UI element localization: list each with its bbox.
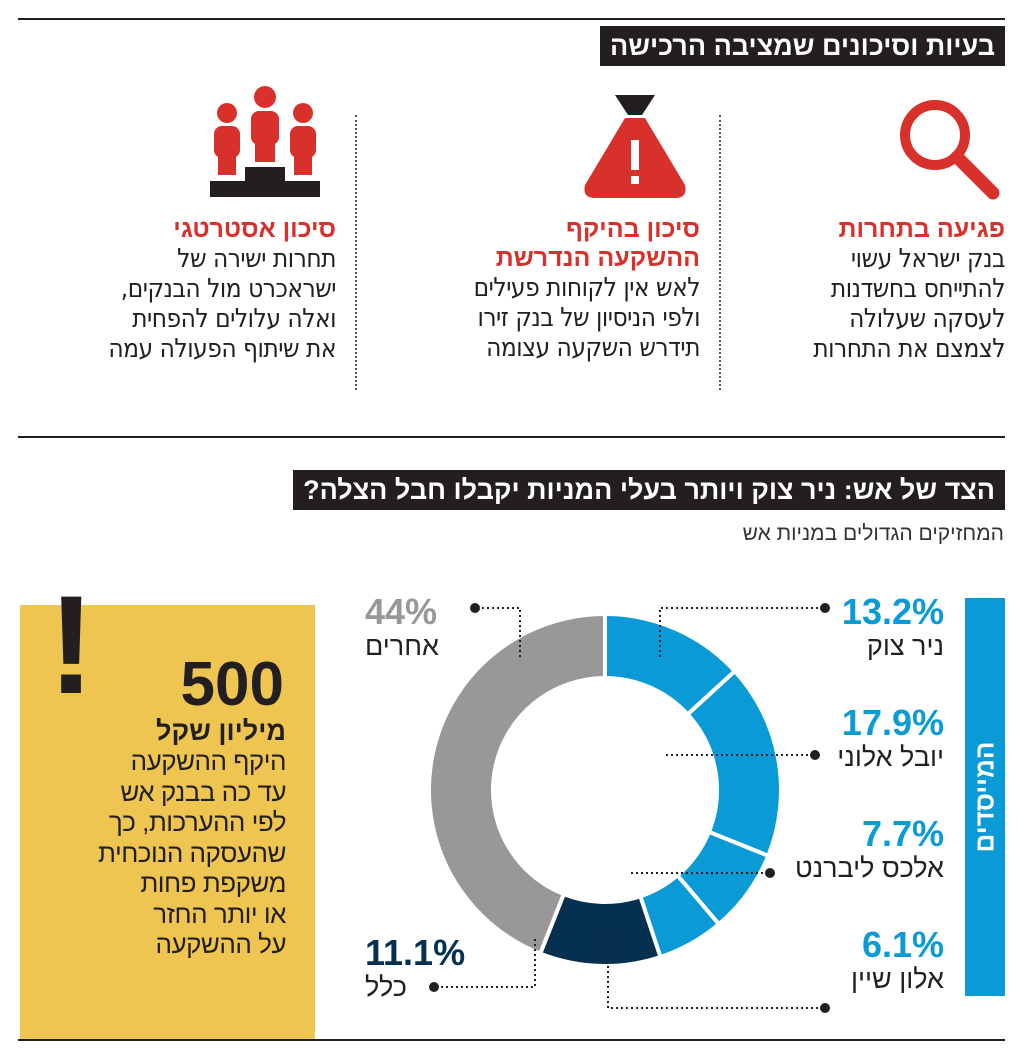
risk-investment: סיכון בהיקף ההשקעה הנדרשת לאש אין לקוחות… [360,215,701,363]
callout-box [20,605,315,1040]
slice-percent: 44% [365,591,438,632]
risk-strategic: סיכון אסטרטגי תחרות ישירה של ישראכרט מול… [16,215,336,364]
risk-title: ההשקעה הנדרשת [495,244,700,272]
slice-percent: 7.7% [861,813,944,854]
callout-number: 500 [180,650,284,719]
risk-body-line: להתייחס בחשדנות [830,274,1006,304]
slice-percent: 11.1% [365,932,466,973]
column-divider [719,115,721,390]
callout-line: משקפת פחות [140,868,286,898]
slice-label: 6.1% אלון שיין [851,927,944,995]
leader-dot [765,868,775,878]
leader-dot [429,982,439,992]
risk-body-line: לאש אין לקוחות פעילים [473,273,701,303]
slice-name: אלון שיין [851,964,944,994]
slice-percent: 17.9% [841,702,944,743]
leader-dot [470,603,480,613]
slice-name: אחרים [365,631,439,661]
magnifier-icon [900,100,1000,200]
risk-body-line: ישראכרט מול הבנקים, [120,274,337,304]
risk-body-line: לעסקה שעלולה [849,304,1005,334]
callout-line: לפי ההערכות, כך [108,807,287,837]
slice-name: כלל [365,972,407,1002]
callout-line: עד כה בבנק אש [120,776,286,807]
donut-slice [427,611,607,957]
slice-label: 13.2% ניר צוק [842,594,944,662]
section2-title: הצד של אש: ניר צוק ויותר בעלי המניות יקב… [293,470,1005,510]
section1-title: בעיות וסיכונים שמציבה הרכישה [600,26,1005,66]
leader-dot [820,603,830,613]
slice-name: אלכס ליברנט [794,853,944,883]
slice-label: 7.7% אלכס ליברנט [795,816,944,884]
leader-dot [810,750,820,760]
money-bag-warning-icon [584,95,686,198]
slice-label: 44% אחרים [365,594,439,662]
risk-title: פגיעה בתחרות [838,215,1005,243]
founders-bracket: המייסדים [965,598,1005,996]
leader-line [607,930,823,1009]
bottom-rule [18,1039,1005,1041]
slice-label: 11.1% כלל [365,935,465,1003]
callout-line: או יותר החזר [153,898,286,929]
leader-lines [436,607,823,1009]
risk-title: סיכון בהיקף [565,215,700,243]
people-podium-icon [210,86,320,197]
risk-body-line: ולפי הניסיון של בנק זירו [477,303,700,333]
column-divider [355,115,357,390]
risk-competition: פגיעה בתחרות בנק ישראל עשוי להתייחס בחשד… [740,215,1005,364]
chart-subtitle: המחזיקים הגדולים במניות אש [742,522,1004,545]
risk-body-line: את שיתוף הפעולה עמה [108,334,336,364]
leader-line [477,607,521,658]
slice-name: ניר צוק [866,631,944,661]
slice-percent: 13.2% [841,591,944,632]
risk-body-line: ואלה עלולים להפחית [132,304,336,334]
risk-body-line: תחרות ישירה של [177,244,336,274]
exclamation-icon: ! [48,566,95,723]
slice-percent: 6.1% [861,924,944,965]
leader-dot [820,1003,830,1013]
slice-name: יובל אלוני [837,742,944,772]
callout-line: על ההשקעה [155,929,286,959]
callout-text: מיליון שקל היקף ההשקעה עד כה בבנק אש לפי… [98,716,287,960]
donut-slice [684,668,783,859]
risk-body-line: תידרש השקעה עצומה [486,333,700,363]
callout-line: שהעסקה הנוכחית [98,837,287,868]
callout-unit: מיליון שקל [156,716,286,746]
risk-title: סיכון אסטרטגי [173,215,336,243]
middle-rule [18,436,1005,438]
slice-label: 17.9% יובל אלוני [837,705,944,773]
risk-body-line: לצמצם את התחרות [813,334,1005,364]
risk-body-line: בנק ישראל עשוי [850,244,1006,274]
top-rule [18,18,1005,20]
callout-line: היקף ההשקעה [130,746,287,776]
leader-line [659,607,823,658]
